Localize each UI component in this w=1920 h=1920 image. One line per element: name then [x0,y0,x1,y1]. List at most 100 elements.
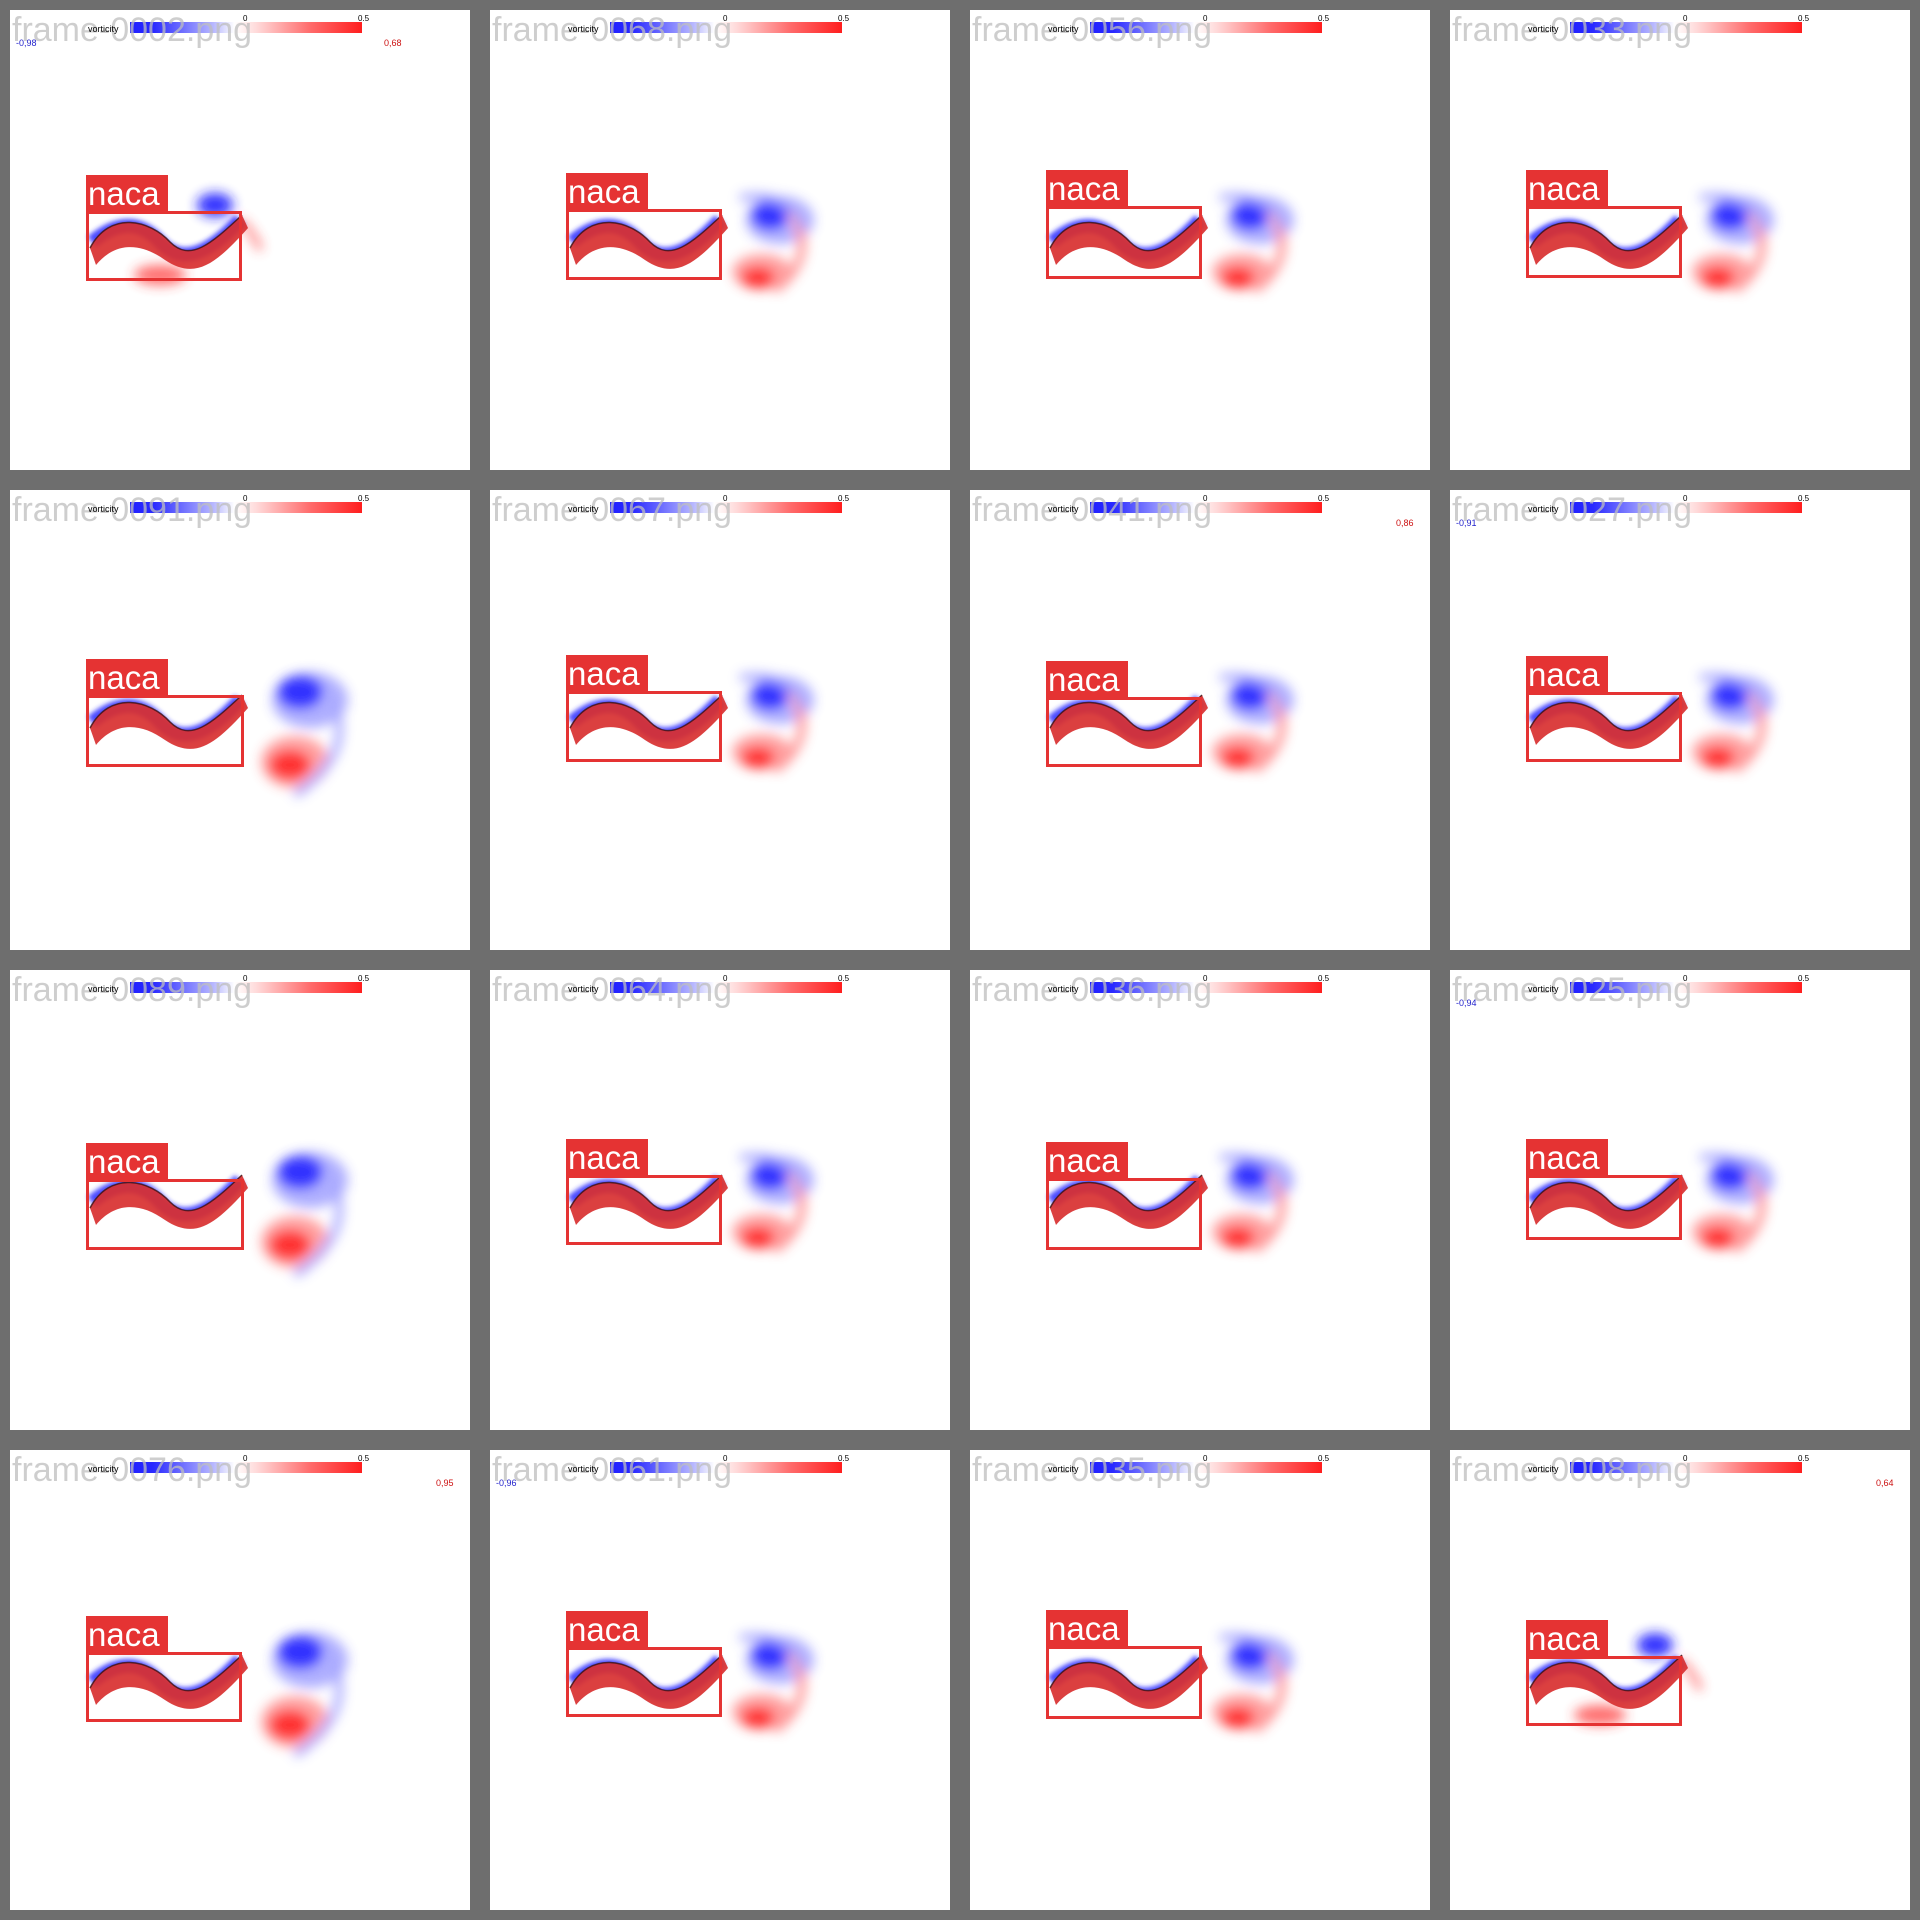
detection-box [86,1652,242,1722]
detection-label: naca [86,1143,168,1181]
colorbar-title: vorticity [88,1464,119,1474]
colorbar-title: vorticity [568,1464,599,1474]
detection-label: naca [1526,1620,1608,1658]
frame-tile: vorticity 0 0.5 frame-0035.png naca [970,1450,1430,1910]
frame-tile: vorticity 0 0.5 frame-0036.png naca [970,970,1430,1430]
frame-filename: frame-0068.png [492,11,733,49]
colorbar [1570,502,1802,513]
colorbar-tick-half: 0.5 [838,974,850,983]
colorbar [1090,22,1322,33]
detection-label: naca [566,1611,648,1649]
detection-label: naca [1046,661,1128,699]
colorbar-tick-half: 0.5 [1798,14,1810,23]
detection-box [1046,1178,1202,1250]
frame-filename: frame-0076.png [12,1451,253,1489]
vorticity-field [1527,673,1774,774]
frame-filename: frame-0089.png [12,971,253,1009]
frame-filename: frame-0061.png [492,1451,733,1489]
colorbar-tick-half: 0.5 [358,1454,370,1463]
vorticity-field [1047,1633,1294,1734]
colorbar-title: vorticity [1048,984,1079,994]
min-value-label: -0,91 [1456,518,1477,528]
colorbar-tick-zero: 0 [723,494,728,503]
frame-tile: vorticity 0 0.5 frame-0089.png naca [10,970,470,1430]
colorbar-title: vorticity [1528,24,1559,34]
vorticity-field [1047,193,1294,294]
colorbar-tick-half: 0.5 [838,14,850,23]
detection-label: naca [86,1616,168,1654]
min-value-label: -0,94 [1456,998,1477,1008]
detection-label: naca [566,1139,648,1177]
detection-box [1046,1646,1202,1719]
frame-filename: frame-0036.png [972,971,1213,1009]
colorbar [1090,1462,1322,1473]
frame-tile: vorticity 0 0.5 frame-0027.png -0,91 naca [1450,490,1910,950]
max-value-label: 0,86 [1396,518,1414,528]
detection-label: naca [566,655,648,693]
frame-tile: vorticity 0 0.5 frame-0056.png naca [970,10,1430,470]
detection-label: naca [1526,1139,1608,1177]
frame-tile: vorticity 0 0.5 frame-0041.png 0,86 naca [970,490,1430,950]
frame-tile: vorticity 0 0.5 frame-0068.png naca [490,10,950,470]
vorticity-field [87,672,348,798]
colorbar-tick-zero: 0 [1203,494,1208,503]
colorbar-tick-zero: 0 [1683,14,1688,23]
colorbar-tick-zero: 0 [1203,1454,1208,1463]
colorbar-title: vorticity [1528,1464,1559,1474]
min-value-label: -0,96 [496,1478,517,1488]
vorticity-field [87,1632,348,1758]
detection-box [1526,692,1682,762]
colorbar-title: vorticity [1048,504,1079,514]
detection-box [1526,1175,1682,1240]
detection-box [1526,1656,1682,1726]
max-value-label: 0,95 [436,1478,454,1488]
vorticity-field [1527,1633,1703,1725]
colorbar-title: vorticity [1048,1464,1079,1474]
frame-tile: vorticity 0 0.5 frame-0091.png naca [10,490,470,950]
colorbar [1570,22,1802,33]
colorbar-title: vorticity [1528,984,1559,994]
frame-tile: vorticity 0 0.5 frame-0025.png -0,94 naca [1450,970,1910,1430]
colorbar-tick-half: 0.5 [1798,1454,1810,1463]
frame-tile: vorticity 0 0.5 frame-0064.png naca [490,970,950,1430]
detection-label: naca [1046,1142,1128,1180]
frame-filename: frame-0056.png [972,11,1213,49]
colorbar [1090,502,1322,513]
colorbar [610,502,842,513]
detection-label: naca [1526,170,1608,208]
colorbar-tick-half: 0.5 [1798,974,1810,983]
colorbar [610,982,842,993]
colorbar [130,982,362,993]
colorbar [610,22,842,33]
colorbar-tick-half: 0.5 [358,494,370,503]
colorbar-tick-zero: 0 [1203,14,1208,23]
colorbar [130,502,362,513]
colorbar-tick-half: 0.5 [1318,14,1330,23]
frame-tile: vorticity 0 0.5 frame-0076.png 0,95 naca [10,1450,470,1910]
colorbar-title: vorticity [568,984,599,994]
colorbar-tick-half: 0.5 [838,1454,850,1463]
frame-filename: frame-0035.png [972,1451,1213,1489]
vorticity-field [567,1153,814,1254]
min-value-label: -0,98 [16,38,37,48]
colorbar [1090,982,1322,993]
frame-filename: frame-0008.png [1452,1451,1693,1489]
colorbar-tick-half: 0.5 [1318,974,1330,983]
frame-filename: frame-0041.png [972,491,1213,529]
colorbar-tick-zero: 0 [723,14,728,23]
colorbar [610,1462,842,1473]
colorbar-tick-half: 0.5 [358,14,370,23]
colorbar-tick-half: 0.5 [358,974,370,983]
colorbar-title: vorticity [1048,24,1079,34]
detection-box [86,211,242,281]
colorbar-tick-half: 0.5 [838,494,850,503]
frame-tile: vorticity 0 0.5 frame-0008.png 0,64 naca [1450,1450,1910,1910]
vorticity-field [87,1152,348,1278]
detection-box [86,695,244,767]
frame-filename: frame-0064.png [492,971,733,1009]
colorbar-title: vorticity [88,984,119,994]
frame-tile: vorticity 0 0.5 frame-0061.png -0,96 naca [490,1450,950,1910]
frame-filename: frame-0025.png [1452,971,1693,1009]
colorbar-tick-zero: 0 [1683,1454,1688,1463]
detection-box [86,1179,244,1250]
